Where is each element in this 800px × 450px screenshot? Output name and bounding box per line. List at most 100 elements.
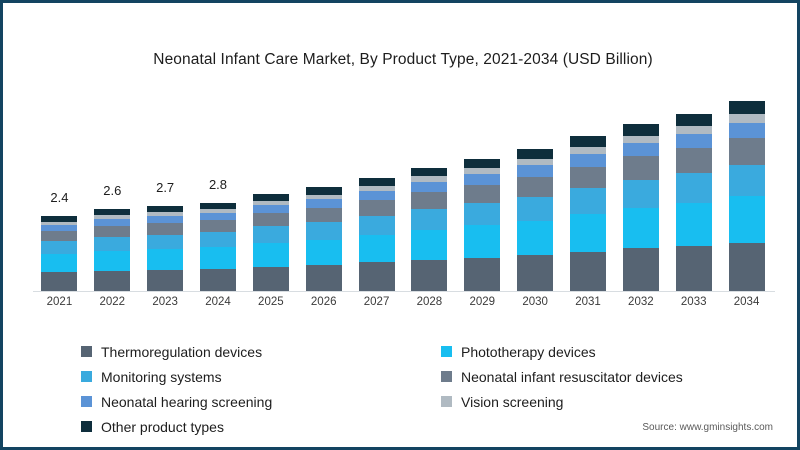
legend-item[interactable]: Thermoregulation devices <box>81 339 272 364</box>
bar-segment[interactable] <box>305 207 342 223</box>
bar-segment[interactable] <box>622 207 659 249</box>
bar-segment[interactable] <box>728 122 765 139</box>
bar-segment[interactable] <box>464 203 501 226</box>
bar-segment[interactable] <box>252 193 289 201</box>
bar-segment[interactable] <box>464 184 501 204</box>
bar-segment[interactable] <box>411 181 448 192</box>
bar-column[interactable] <box>147 206 184 292</box>
bar-segment[interactable] <box>464 225 501 258</box>
bar-segment[interactable] <box>517 196 554 221</box>
bar-column[interactable] <box>675 114 712 292</box>
bar-segment[interactable] <box>570 136 606 148</box>
bar-column[interactable] <box>517 149 554 292</box>
bar-segment[interactable] <box>358 215 395 235</box>
bar-segment[interactable] <box>622 248 659 292</box>
bar-segment[interactable] <box>94 225 131 238</box>
legend-item[interactable]: Other product types <box>81 414 272 439</box>
bar-segment[interactable] <box>675 173 712 203</box>
bar-segment[interactable] <box>252 266 289 292</box>
bar-segment[interactable] <box>570 153 606 167</box>
bar-segment[interactable] <box>252 242 289 267</box>
bar-segment[interactable] <box>147 212 184 216</box>
bar-segment[interactable] <box>411 229 448 260</box>
bar-column[interactable] <box>200 203 236 292</box>
bar-segment[interactable] <box>411 259 448 292</box>
bar-segment[interactable] <box>200 219 236 233</box>
bar-segment[interactable] <box>728 242 765 292</box>
bar-column[interactable] <box>728 101 765 292</box>
bar-segment[interactable] <box>517 165 554 178</box>
bar-segment[interactable] <box>622 156 659 180</box>
bar-segment[interactable] <box>252 212 289 227</box>
bar-segment[interactable] <box>464 173 501 185</box>
bar-segment[interactable] <box>728 101 765 115</box>
bar-segment[interactable] <box>358 185 395 191</box>
bar-segment[interactable] <box>570 188 606 215</box>
bar-segment[interactable] <box>305 198 342 208</box>
bar-column[interactable] <box>411 168 448 292</box>
bar-segment[interactable] <box>358 234 395 263</box>
bar-segment[interactable] <box>147 215 184 223</box>
bar-segment[interactable] <box>358 190 395 200</box>
bar-segment[interactable] <box>675 148 712 174</box>
bar-segment[interactable] <box>41 230 78 242</box>
bar-segment[interactable] <box>728 114 765 123</box>
bar-column[interactable] <box>464 158 501 292</box>
bar-segment[interactable] <box>94 215 131 219</box>
bar-segment[interactable] <box>622 179 659 208</box>
bar-segment[interactable] <box>41 221 78 225</box>
legend-item[interactable]: Vision screening <box>441 389 683 414</box>
bar-segment[interactable] <box>517 149 554 160</box>
bar-segment[interactable] <box>517 159 554 166</box>
bar-segment[interactable] <box>517 177 554 197</box>
bar-segment[interactable] <box>358 177 395 186</box>
legend-item[interactable]: Neonatal infant resuscitator devices <box>441 364 683 389</box>
bar-segment[interactable] <box>675 202 712 246</box>
bar-segment[interactable] <box>94 209 131 216</box>
bar-segment[interactable] <box>517 255 554 292</box>
bar-segment[interactable] <box>200 232 236 248</box>
bar-segment[interactable] <box>305 187 342 195</box>
bar-segment[interactable] <box>200 208 236 213</box>
bar-segment[interactable] <box>94 270 131 292</box>
bar-segment[interactable] <box>570 166 606 189</box>
bar-segment[interactable] <box>252 200 289 205</box>
bar-segment[interactable] <box>622 123 659 136</box>
bar-segment[interactable] <box>94 250 131 271</box>
bar-segment[interactable] <box>147 269 184 292</box>
bar-segment[interactable] <box>728 164 765 197</box>
bar-segment[interactable] <box>570 251 606 292</box>
bar-segment[interactable] <box>411 168 448 177</box>
bar-column[interactable] <box>252 193 289 292</box>
bar-segment[interactable] <box>200 203 236 209</box>
legend-item[interactable]: Neonatal hearing screening <box>81 389 272 414</box>
bar-segment[interactable] <box>675 245 712 292</box>
bar-segment[interactable] <box>728 196 765 243</box>
bar-segment[interactable] <box>252 226 289 243</box>
bar-segment[interactable] <box>464 257 501 292</box>
bar-segment[interactable] <box>675 126 712 134</box>
bar-segment[interactable] <box>41 224 78 231</box>
bar-segment[interactable] <box>464 168 501 174</box>
bar-segment[interactable] <box>147 248 184 270</box>
bar-column[interactable] <box>41 215 78 292</box>
bar-segment[interactable] <box>147 234 184 249</box>
bar-segment[interactable] <box>411 176 448 182</box>
legend-item[interactable]: Monitoring systems <box>81 364 272 389</box>
bar-segment[interactable] <box>305 222 342 240</box>
bar-segment[interactable] <box>94 218 131 226</box>
bar-segment[interactable] <box>411 191 448 210</box>
bar-segment[interactable] <box>41 215 78 222</box>
bar-segment[interactable] <box>305 239 342 265</box>
bar-segment[interactable] <box>358 262 395 292</box>
bar-segment[interactable] <box>675 114 712 127</box>
bar-segment[interactable] <box>305 194 342 199</box>
bar-segment[interactable] <box>200 212 236 220</box>
bar-segment[interactable] <box>675 133 712 149</box>
bar-segment[interactable] <box>517 220 554 256</box>
bar-segment[interactable] <box>622 135 659 143</box>
bar-segment[interactable] <box>41 241 78 254</box>
bar-segment[interactable] <box>94 237 131 251</box>
bar-segment[interactable] <box>570 147 606 154</box>
bar-segment[interactable] <box>252 204 289 213</box>
